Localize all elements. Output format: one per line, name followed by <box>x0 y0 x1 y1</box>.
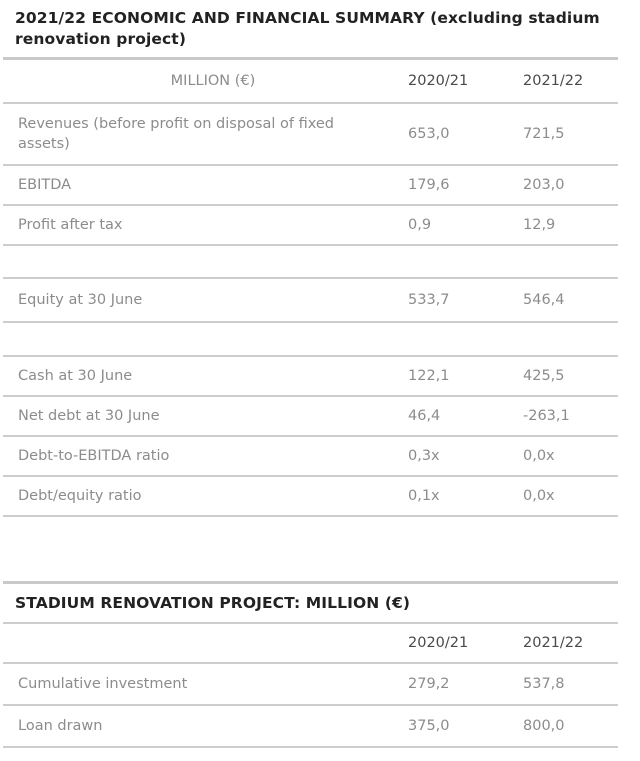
row-value-fy1: 0,9 <box>408 204 523 246</box>
row-label: Revenues (before profit on disposal of f… <box>3 102 408 166</box>
economic-summary-table: MILLION (€) 2020/21 2021/22 Revenues (be… <box>3 57 618 517</box>
row-value-fy1: 122,1 <box>408 355 523 397</box>
row-value-fy2: 0,0x <box>523 435 618 477</box>
row-label: Cash at 30 June <box>3 355 408 397</box>
table-row-ebitda: EBITDA 179,6 203,0 <box>3 164 618 206</box>
row-value-fy1: 375,0 <box>408 704 523 748</box>
row-value-fy2: 425,5 <box>523 355 618 397</box>
table-row-debt-equity: Debt/equity ratio 0,1x 0,0x <box>3 475 618 517</box>
stadium-table: 2020/21 2021/22 Cumulative investment 27… <box>3 623 618 748</box>
row-label: Debt/equity ratio <box>3 475 408 517</box>
row-value-fy1: 0,3x <box>408 435 523 477</box>
stadium-section-title: STADIUM RENOVATION PROJECT: MILLION (€) <box>3 580 618 624</box>
row-label <box>3 321 408 357</box>
row-value-fy2 <box>523 244 618 279</box>
column-header-million-eur: MILLION (€) <box>3 58 408 104</box>
row-value-fy1: 0,1x <box>408 475 523 517</box>
table-row-loan-drawn: Loan drawn 375,0 800,0 <box>3 704 618 748</box>
column-header-fy2021-22: 2021/22 <box>523 623 618 664</box>
row-label: EBITDA <box>3 164 408 206</box>
row-value-fy2: 203,0 <box>523 164 618 206</box>
column-header-empty <box>3 623 408 664</box>
column-header-fy2020-21: 2020/21 <box>408 58 523 104</box>
stadium-section: STADIUM RENOVATION PROJECT: MILLION (€) … <box>3 580 618 748</box>
row-value-fy2: 800,0 <box>523 704 618 748</box>
row-value-fy2 <box>523 321 618 357</box>
row-label: Profit after tax <box>3 204 408 246</box>
table-row-cash: Cash at 30 June 122,1 425,5 <box>3 355 618 397</box>
table-row-debt-to-ebitda: Debt-to-EBITDA ratio 0,3x 0,0x <box>3 435 618 477</box>
row-value-fy2: 546,4 <box>523 277 618 323</box>
spacer-row <box>3 321 618 357</box>
row-label: Cumulative investment <box>3 662 408 706</box>
row-value-fy1 <box>408 321 523 357</box>
table-row-cumulative-investment: Cumulative investment 279,2 537,8 <box>3 662 618 706</box>
row-value-fy1: 533,7 <box>408 277 523 323</box>
row-value-fy2: 12,9 <box>523 204 618 246</box>
row-value-fy2: 537,8 <box>523 662 618 706</box>
column-header-fy2021-22: 2021/22 <box>523 58 618 104</box>
summary-header-row: MILLION (€) 2020/21 2021/22 <box>3 58 618 104</box>
spacer-row <box>3 244 618 279</box>
row-value-fy1: 653,0 <box>408 102 523 166</box>
row-label: Loan drawn <box>3 704 408 748</box>
row-value-fy2: -263,1 <box>523 395 618 437</box>
row-label: Debt-to-EBITDA ratio <box>3 435 408 477</box>
table-row-revenues: Revenues (before profit on disposal of f… <box>3 102 618 166</box>
row-value-fy1 <box>408 244 523 279</box>
row-label <box>3 244 408 279</box>
column-header-fy2020-21: 2020/21 <box>408 623 523 664</box>
table-row-equity: Equity at 30 June 533,7 546,4 <box>3 277 618 323</box>
table-row-profit-after-tax: Profit after tax 0,9 12,9 <box>3 204 618 246</box>
row-value-fy2: 0,0x <box>523 475 618 517</box>
row-value-fy2: 721,5 <box>523 102 618 166</box>
row-value-fy1: 179,6 <box>408 164 523 206</box>
page-title: 2021/22 ECONOMIC AND FINANCIAL SUMMARY (… <box>15 9 600 48</box>
row-value-fy1: 46,4 <box>408 395 523 437</box>
row-label: Net debt at 30 June <box>3 395 408 437</box>
row-value-fy1: 279,2 <box>408 662 523 706</box>
stadium-header-row: 2020/21 2021/22 <box>3 623 618 664</box>
row-label: Equity at 30 June <box>3 277 408 323</box>
table-row-net-debt: Net debt at 30 June 46,4 -263,1 <box>3 395 618 437</box>
